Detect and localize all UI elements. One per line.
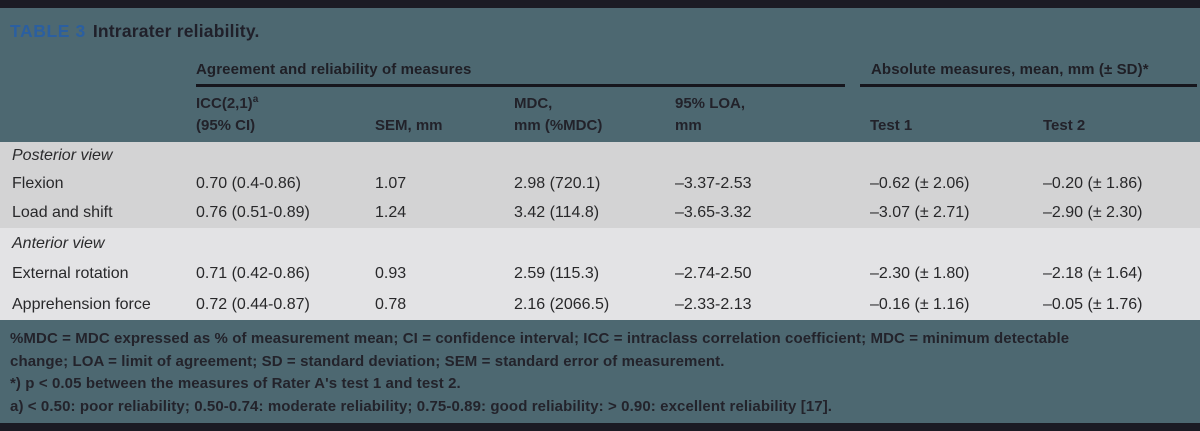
column-header-test2: Test 2 (1043, 92, 1200, 138)
cell-icc: 0.71 (0.42-0.86) (196, 265, 310, 283)
table-title-text: Intrarater reliability. (92, 21, 260, 41)
cell-test1: –0.62 (± 2.06) (870, 174, 970, 192)
footnote-asterisk: *) p < 0.05 between the measures of Rate… (10, 375, 461, 392)
icc-header-line1: ICC(2,1) (196, 95, 253, 112)
mdc-header-line2: mm (%MDC) (514, 117, 603, 134)
test2-header-label: Test 2 (1043, 117, 1086, 134)
section-posterior-view: Posterior view Flexion 0.70 (0.4-0.86) 1… (0, 142, 1200, 228)
row-label: Load and shift (12, 204, 113, 222)
table-body: Posterior view Flexion 0.70 (0.4-0.86) 1… (0, 142, 1200, 320)
cell-sem: 0.93 (375, 265, 407, 283)
column-header-mdc: MDC, mm (%MDC) (514, 92, 675, 138)
loa-header-line2: mm (675, 117, 702, 134)
row-label: Apprehension force (12, 295, 151, 313)
sem-header-label: SEM, mm (375, 117, 443, 134)
table-row-external-rotation: External rotation 0.71 (0.42-0.86) 0.93 … (0, 259, 1200, 290)
group-header-agreement: Agreement and reliability of measures (196, 61, 472, 78)
cell-loa: –2.33-2.13 (675, 295, 752, 313)
column-header-row: ICC(2,1)a (95% CI) SEM, mm MDC, mm (%MDC… (0, 92, 1200, 138)
column-header-loa: 95% LOA, mm (675, 92, 870, 138)
section-anterior-view: Anterior view External rotation 0.71 (0.… (0, 228, 1200, 320)
table-number-label: TABLE 3 (10, 21, 86, 41)
table-group-header-row: Agreement and reliability of measures Ab… (0, 61, 1200, 87)
footnote-abbreviations-line1: %MDC = MDC expressed as % of measurement… (10, 330, 1070, 347)
top-edge-bar (0, 0, 1200, 8)
column-header-test1: Test 1 (870, 92, 1043, 138)
section-header-posterior: Posterior view (12, 146, 113, 164)
cell-mdc: 3.42 (114.8) (514, 204, 600, 222)
footnote-a-reliability-scale: a) < 0.50: poor reliability; 0.50-0.74: … (10, 397, 833, 415)
icc-header-line2: (95% CI) (196, 117, 256, 134)
cell-mdc: 2.98 (720.1) (514, 174, 601, 192)
cell-loa: –3.37-2.53 (675, 174, 752, 192)
table-title: TABLE 3 Intrarater reliability. (10, 21, 260, 42)
cell-mdc: 2.16 (2066.5) (514, 295, 610, 313)
cell-test2: –2.18 (± 1.64) (1043, 265, 1143, 283)
section-header-anterior: Anterior view (12, 234, 105, 252)
cell-loa: –3.65-3.32 (675, 204, 752, 222)
column-header-spacer (0, 92, 196, 138)
loa-header-line1: 95% LOA, (675, 95, 746, 112)
row-label: Flexion (12, 174, 64, 192)
icc-superscript-a: a (252, 94, 259, 105)
column-header-sem: SEM, mm (375, 92, 514, 138)
mdc-header-line1: MDC, (514, 95, 553, 112)
cell-test2: –2.90 (± 2.30) (1043, 204, 1143, 222)
footnotes: %MDC = MDC expressed as % of measurement… (10, 328, 1195, 418)
cell-sem: 0.78 (375, 295, 407, 313)
cell-mdc: 2.59 (115.3) (514, 265, 600, 283)
cell-icc: 0.70 (0.4-0.86) (196, 174, 301, 192)
table-row-apprehension-force: Apprehension force 0.72 (0.44-0.87) 0.78… (0, 290, 1200, 321)
cell-icc: 0.76 (0.51-0.89) (196, 204, 310, 222)
column-header-icc: ICC(2,1)a (95% CI) (196, 92, 375, 138)
cell-test1: –0.16 (± 1.16) (870, 295, 970, 313)
footnote-abbreviations-line2: change; LOA = limit of agreement; SD = s… (10, 352, 725, 370)
table-row-flexion: Flexion 0.70 (0.4-0.86) 1.07 2.98 (720.1… (0, 169, 1200, 199)
cell-test2: –0.20 (± 1.86) (1043, 174, 1143, 192)
cell-test1: –2.30 (± 1.80) (870, 265, 970, 283)
absolute-underline (860, 84, 1197, 87)
row-label: External rotation (12, 265, 129, 283)
cell-test1: –3.07 (± 2.71) (870, 204, 970, 222)
cell-sem: 1.07 (375, 174, 407, 192)
cell-sem: 1.24 (375, 204, 407, 222)
group-header-absolute: Absolute measures, mean, mm (± SD)* (871, 61, 1149, 78)
test1-header-label: Test 1 (870, 117, 913, 134)
bottom-edge-bar (0, 423, 1200, 431)
agreement-underline (196, 84, 845, 87)
cell-icc: 0.72 (0.44-0.87) (196, 295, 310, 313)
table-row-load-and-shift: Load and shift 0.76 (0.51-0.89) 1.24 3.4… (0, 199, 1200, 229)
cell-loa: –2.74-2.50 (675, 265, 752, 283)
cell-test2: –0.05 (± 1.76) (1043, 295, 1143, 313)
